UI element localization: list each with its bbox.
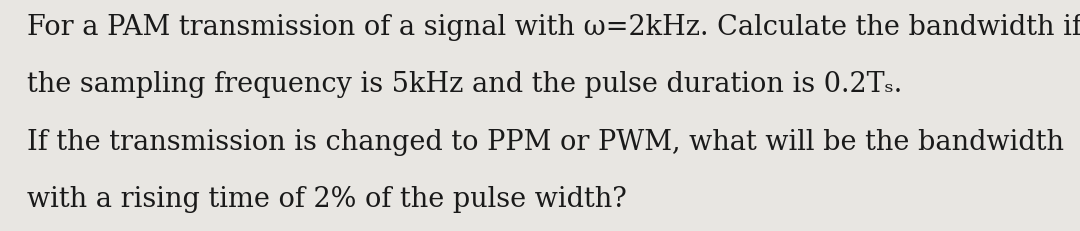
Text: with a rising time of 2% of the pulse width?: with a rising time of 2% of the pulse wi… bbox=[27, 186, 626, 213]
Text: the sampling frequency is 5kHz and the pulse duration is 0.2Tₛ.: the sampling frequency is 5kHz and the p… bbox=[27, 71, 902, 98]
Text: If the transmission is changed to PPM or PWM, what will be the bandwidth: If the transmission is changed to PPM or… bbox=[27, 129, 1064, 155]
Text: For a PAM transmission of a signal with ω=2kHz. Calculate the bandwidth if: For a PAM transmission of a signal with … bbox=[27, 14, 1080, 41]
